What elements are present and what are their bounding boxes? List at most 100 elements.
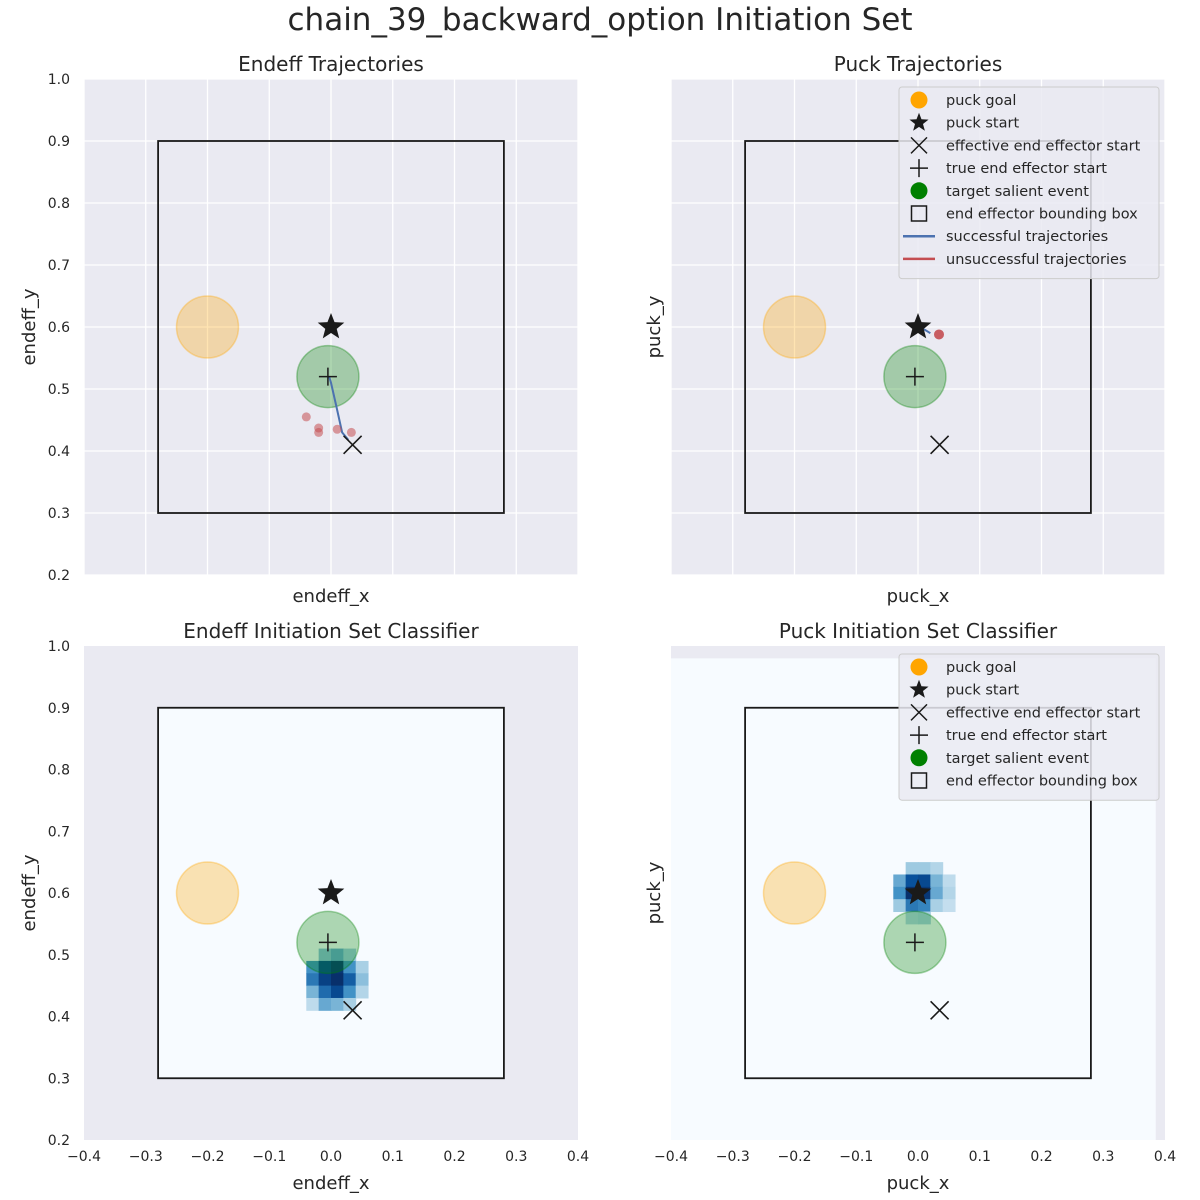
legend-handle-circle — [910, 749, 928, 767]
puck-start-marker — [904, 879, 932, 905]
end-effector-bounding-box — [157, 140, 505, 514]
x-tick-label: 0.3 — [505, 1149, 527, 1165]
heat-cell — [343, 960, 357, 974]
x-tick-label: −0.3 — [129, 1149, 163, 1165]
puck-goal-marker — [175, 861, 240, 925]
x-tick-label: 0.0 — [907, 1149, 929, 1165]
true-end-effector-start-marker — [318, 367, 337, 386]
heat-cell — [942, 874, 956, 888]
y-axis-label: endeff_y — [19, 288, 40, 365]
legend-handle-plus — [910, 726, 928, 745]
heat-cell — [318, 973, 332, 987]
x-tick-label: −0.4 — [654, 1149, 688, 1165]
heat-cell — [318, 960, 332, 974]
y-tick-label: 0.9 — [48, 701, 70, 717]
panel-3: Endeff Initiation Set Classifier endeff_x… — [19, 619, 589, 1194]
panel-title: Endeff Trajectories — [238, 52, 424, 76]
legend-handle-plus — [910, 159, 928, 178]
heat-cell — [331, 960, 344, 974]
legend-handle-circle — [910, 658, 928, 676]
heat-cell — [331, 985, 344, 999]
true-end-effector-start-marker — [318, 933, 337, 952]
y-tick-label: 1.0 — [48, 72, 70, 88]
legend-handle-x — [910, 703, 928, 721]
x-tick-label: 0.1 — [382, 1149, 404, 1165]
y-tick-label: 0.4 — [48, 444, 70, 460]
legend-handle-x — [910, 136, 928, 154]
puck-goal-marker — [175, 295, 240, 359]
heat-cell — [905, 899, 919, 913]
x-tick-label: 0.1 — [969, 1149, 991, 1165]
heat-cell — [331, 997, 344, 1011]
panel-title: Endeff Initiation Set Classifier — [183, 619, 479, 643]
panel-2: Puck Trajectories puck_x puck_y puck goalpu… — [644, 52, 1165, 607]
heat-cell — [331, 973, 344, 987]
y-tick-label: 0.5 — [48, 948, 70, 964]
legend: puck goal puck start effective end effecto… — [898, 86, 1160, 280]
heat-cell — [930, 874, 944, 888]
heat-cell — [343, 985, 357, 999]
x-tick-label: 0.2 — [443, 1149, 465, 1165]
y-tick-label: 0.3 — [48, 506, 70, 522]
heat-cell — [306, 960, 320, 974]
unsuccessful-trajectory-endpoint — [314, 427, 324, 437]
heat-cell — [355, 960, 369, 974]
heat-cell — [355, 973, 369, 987]
legend-label: puck goal — [946, 660, 1016, 676]
panel-title: Puck Initiation Set Classifier — [779, 619, 1058, 643]
heat-cell — [905, 874, 919, 888]
x-tick-label: 0.0 — [320, 1149, 342, 1165]
panel-title: Puck Trajectories — [834, 52, 1003, 76]
x-axis-label: endeff_x — [292, 1173, 369, 1194]
heat-cell — [905, 862, 919, 875]
y-tick-label: 0.4 — [48, 1010, 70, 1026]
heat-cell — [306, 997, 320, 1011]
x-axis-label: puck_x — [887, 586, 950, 607]
heat-cell — [893, 886, 907, 900]
heat-cell — [343, 973, 357, 987]
legend-handle-square — [910, 205, 928, 222]
x-axis-label: puck_x — [887, 1173, 950, 1194]
x-tick-label: −0.2 — [191, 1149, 225, 1165]
heat-cell — [318, 985, 332, 999]
x-axis-label: endeff_x — [292, 586, 369, 607]
heat-cell — [343, 997, 357, 1011]
heat-cell — [918, 874, 931, 888]
y-tick-label: 1.0 — [48, 639, 70, 655]
effective-end-effector-start-marker — [930, 435, 950, 455]
legend-label: unsuccessful trajectories — [946, 252, 1127, 268]
true-end-effector-start-marker — [905, 367, 924, 386]
unsuccessful-trajectory-endpoint — [933, 329, 944, 340]
legend-label: end effector bounding box — [946, 207, 1138, 223]
legend-label: target salient event — [946, 751, 1089, 767]
effective-end-effector-start-marker — [343, 435, 363, 455]
y-tick-label: 0.2 — [48, 1133, 70, 1149]
legend: puck goal puck start effective end effecto… — [898, 653, 1160, 801]
y-tick-label: 0.7 — [48, 824, 70, 840]
legend-label: end effector bounding box — [946, 774, 1138, 790]
puck-goal-marker — [762, 295, 827, 359]
legend-handle-star — [909, 679, 929, 698]
y-axis-label: endeff_y — [19, 854, 40, 931]
heat-cell — [942, 899, 956, 913]
heat-cell — [930, 862, 944, 875]
unsuccessful-trajectory-endpoint — [301, 412, 311, 422]
y-tick-label: 0.6 — [48, 886, 70, 902]
heat-cell — [905, 911, 919, 925]
x-tick-label: −0.4 — [67, 1149, 101, 1165]
heat-cell — [918, 911, 931, 925]
true-end-effector-start-marker — [905, 933, 924, 952]
panel-1: Endeff Trajectories endeff_x endeff_y 0.2 0.… — [19, 52, 578, 607]
heat-cell — [930, 899, 944, 913]
puck-start-marker — [904, 313, 932, 339]
puck-start-marker — [317, 313, 345, 339]
y-axis-label: puck_y — [644, 295, 665, 358]
effective-end-effector-start-marker — [343, 1000, 363, 1020]
legend-handle-circle — [910, 182, 928, 200]
effective-end-effector-start-marker — [930, 1000, 950, 1020]
end-effector-bounding-box — [157, 706, 505, 1080]
legend-label: true end effector start — [946, 161, 1107, 177]
figure-title: chain_39_backward_option Initiation Set — [288, 2, 913, 38]
legend-label: true end effector start — [946, 728, 1107, 744]
y-tick-label: 0.2 — [48, 568, 70, 584]
